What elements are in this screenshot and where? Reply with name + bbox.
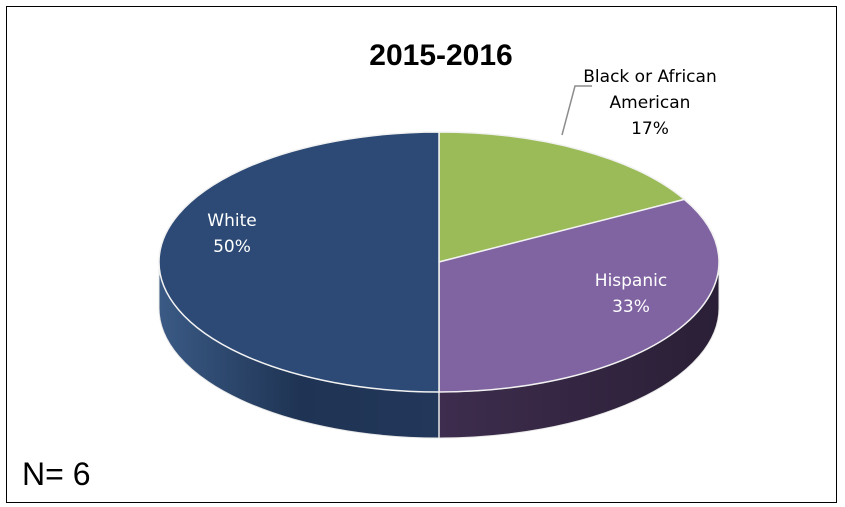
sample-size-note: N= 6 [22,456,91,492]
label-hispanic-line: 33% [612,297,650,317]
label-hispanic: Hispanic 33% [595,271,667,317]
label-black-or-african-american-line: Black or African [583,67,716,87]
label-white-line: White [207,211,256,231]
label-black-or-african-american-line: 17% [631,119,669,139]
slice-black-or-african-american [438,131,686,263]
slice-white [158,131,440,393]
label-hispanic-line: Hispanic [595,271,667,291]
chart-title: 2015-2016 [369,39,512,72]
label-black-or-african-american: Black or African American 17% [583,67,716,139]
leader-line-black [561,85,592,136]
label-white: White 50% [207,211,256,257]
label-black-or-african-american-line: American [610,93,691,113]
label-white-line: 50% [213,237,251,257]
slice-hispanic [438,198,720,393]
